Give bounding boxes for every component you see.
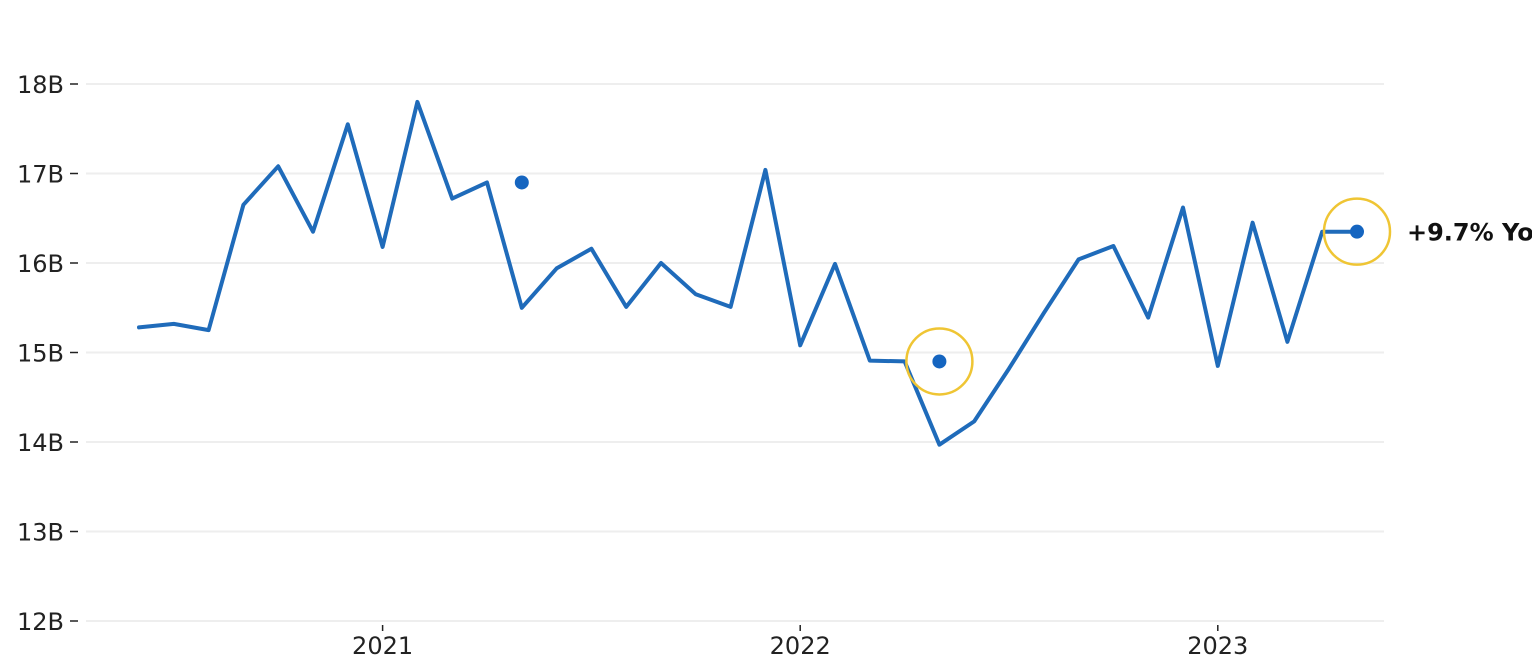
data-point-marker (514, 175, 529, 190)
y-tick-label: 14B (17, 429, 64, 457)
highlight-circle (905, 327, 974, 396)
data-point-marker (1350, 224, 1364, 239)
x-tick-label: 2023 (1187, 632, 1248, 658)
annotation-layer: +9.7% YoY (1407, 219, 1532, 247)
y-tick-label: 13B (17, 519, 64, 547)
marker-layer (514, 175, 1364, 369)
grid-lines (86, 83, 1384, 622)
y-axis: 12B 13B 14B 15B 16B 17B 18B (17, 71, 78, 636)
x-tick-label: 2021 (352, 632, 413, 658)
x-axis: 2021 2022 2023 (352, 625, 1248, 658)
y-tick-label: 16B (17, 250, 64, 278)
series-line (137, 99, 1359, 447)
x-tick-label: 2022 (770, 632, 831, 658)
series-layer (137, 99, 1359, 447)
yoy-annotation: +9.7% YoY (1407, 219, 1532, 247)
y-tick-label: 18B (17, 71, 64, 99)
highlight-circle (1322, 197, 1392, 266)
highlight-layer (905, 197, 1392, 396)
y-tick-label: 17B (17, 161, 64, 189)
y-tick-label: 15B (17, 340, 64, 368)
y-tick-label: 12B (17, 608, 64, 636)
data-point-marker (932, 354, 947, 369)
